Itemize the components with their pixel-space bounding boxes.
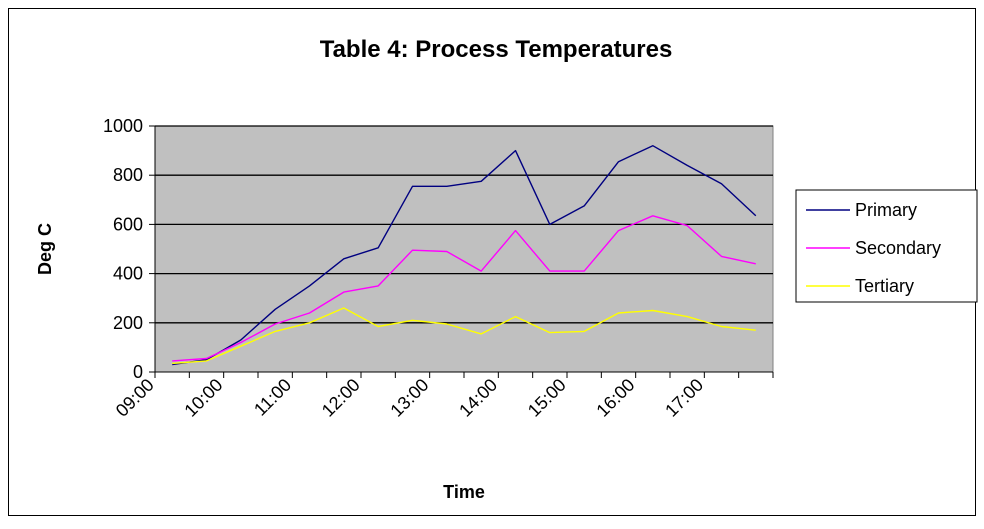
- y-tick-label: 0: [133, 362, 143, 382]
- legend-label-tertiary: Tertiary: [855, 276, 914, 296]
- legend-label-secondary: Secondary: [855, 238, 941, 258]
- legend-label-primary: Primary: [855, 200, 917, 220]
- y-tick-label: 400: [113, 264, 143, 284]
- y-axis-ticks: 0 200 400 600 800 1000: [103, 116, 155, 382]
- y-tick-label: 1000: [103, 116, 143, 136]
- legend-items: Primary Secondary Tertiary: [806, 200, 941, 296]
- y-tick-label: 800: [113, 165, 143, 185]
- y-axis-label: Deg C: [35, 223, 55, 275]
- series-line-secondary: [172, 215, 756, 362]
- series-line-primary: [172, 144, 757, 366]
- legend-box: [795, 189, 978, 303]
- legend: Primary Secondary Tertiary: [795, 189, 978, 303]
- series-lines: [172, 144, 757, 366]
- gridlines: [155, 125, 773, 324]
- y-tick-label: 600: [113, 214, 143, 234]
- chart-title: Table 4: Process Temperatures: [320, 36, 673, 63]
- x-axis-label: Time: [443, 482, 485, 502]
- plot-area: [154, 125, 774, 373]
- series-line-tertiary: [172, 307, 756, 365]
- y-tick-label: 200: [113, 313, 143, 333]
